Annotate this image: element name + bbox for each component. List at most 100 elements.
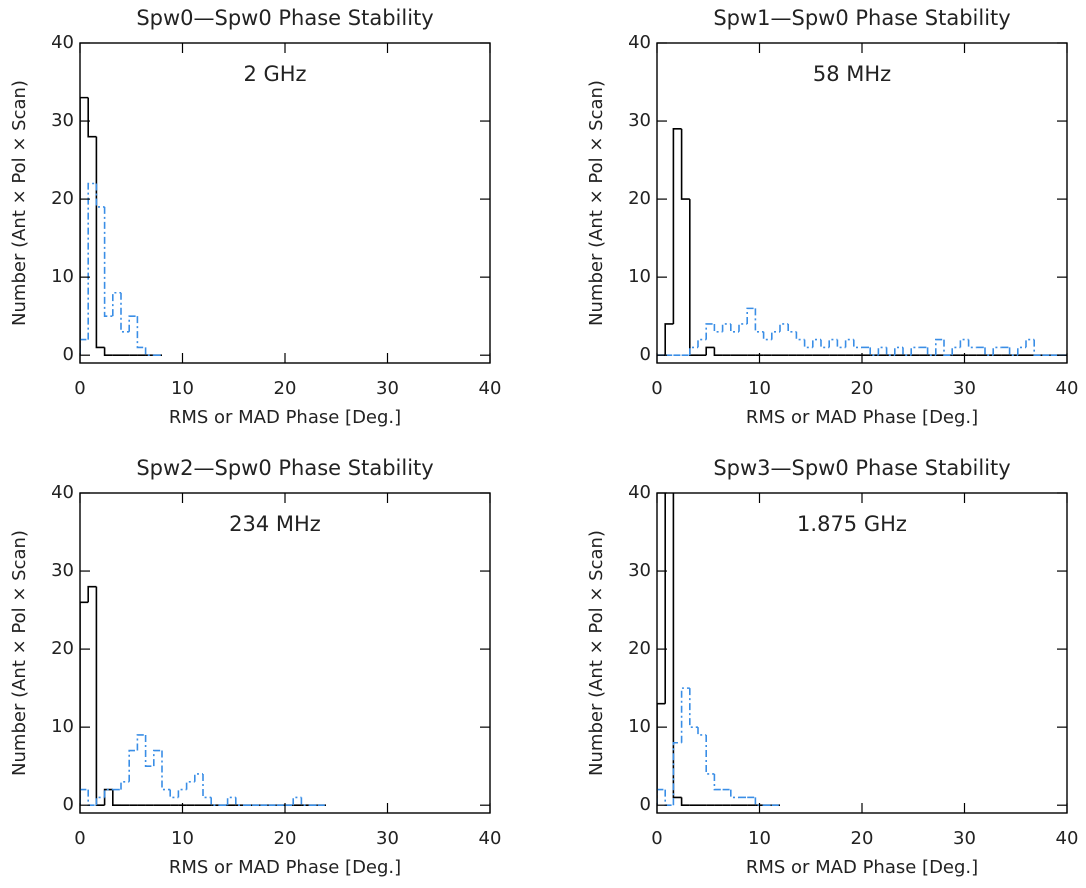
histogram-step xyxy=(103,206,113,317)
histogram-step xyxy=(95,586,105,806)
x-tick-label: 20 xyxy=(274,828,297,849)
x-tick-label: 40 xyxy=(1056,378,1079,399)
histogram-step xyxy=(746,307,756,324)
histogram-step xyxy=(112,789,121,806)
histogram-step xyxy=(153,749,162,767)
chart-title: Spw1—Spw0 Phase Stability xyxy=(713,6,1010,30)
histogram-step xyxy=(689,688,698,728)
x-tick-label: 0 xyxy=(74,828,85,849)
y-tick-label: 30 xyxy=(628,110,651,131)
x-tick-label: 20 xyxy=(274,378,297,399)
histogram-step xyxy=(795,331,805,341)
histogram-step xyxy=(935,338,944,356)
x-tick-label: 10 xyxy=(748,378,771,399)
histogram-step xyxy=(1008,347,1018,356)
chart-title: Spw2—Spw0 Phase Stability xyxy=(136,456,433,480)
histogram-step xyxy=(812,338,821,348)
y-tick-label: 30 xyxy=(51,110,74,131)
histogram-step xyxy=(754,797,764,806)
histogram-step xyxy=(828,338,838,348)
histogram-step xyxy=(120,292,130,333)
y-tick-label: 40 xyxy=(51,482,74,503)
histogram-step xyxy=(169,789,179,799)
histogram-step xyxy=(87,585,97,603)
histogram-step xyxy=(771,330,780,340)
annotation: 1.875 GHz xyxy=(797,512,907,536)
x-axis-label: RMS or MAD Phase [Deg.] xyxy=(746,407,978,428)
y-tick-label: 40 xyxy=(51,32,74,53)
x-tick-label: 0 xyxy=(651,828,662,849)
histogram-step xyxy=(902,347,912,356)
histogram-step xyxy=(103,788,113,798)
y-tick-label: 10 xyxy=(51,266,74,287)
histogram-step xyxy=(144,347,154,356)
plot-frame xyxy=(656,492,1068,814)
plot-area xyxy=(80,96,162,356)
x-tick-label: 30 xyxy=(953,378,976,399)
histogram-step xyxy=(820,339,830,349)
histogram-step xyxy=(185,780,195,790)
histogram-step xyxy=(1017,346,1026,356)
x-tick-label: 20 xyxy=(851,378,874,399)
histogram-step xyxy=(87,789,97,806)
y-tick-label: 20 xyxy=(51,188,74,209)
histogram-step xyxy=(869,347,879,356)
histogram-step xyxy=(657,702,666,806)
histogram-step xyxy=(705,323,715,340)
y-tick-label: 30 xyxy=(51,560,74,581)
histogram-step xyxy=(754,308,764,333)
chart-title: Spw0—Spw0 Phase Stability xyxy=(136,6,433,30)
histogram-step xyxy=(877,346,887,356)
subplot: Spw0—Spw0 Phase Stability 2 GHz RMS or MAD… xyxy=(9,6,501,428)
histogram-step xyxy=(292,796,302,806)
y-tick-label: 0 xyxy=(63,344,74,365)
annotation: 58 MHz xyxy=(813,62,891,86)
histogram-step xyxy=(103,347,113,356)
histogram-step xyxy=(885,347,895,356)
histogram-step xyxy=(689,199,698,356)
histogram-step xyxy=(853,339,862,349)
x-tick-label: 10 xyxy=(171,378,194,399)
subplot: Spw2—Spw0 Phase Stability 234 MHz RMS or M… xyxy=(9,456,501,878)
histogram-step xyxy=(779,323,789,332)
x-tick-label: 30 xyxy=(376,378,399,399)
x-tick-label: 30 xyxy=(953,828,976,849)
x-tick-label: 0 xyxy=(74,378,85,399)
histogram-step xyxy=(713,773,723,791)
histogram-step xyxy=(894,346,903,356)
histogram-step xyxy=(959,338,969,348)
x-tick-label: 10 xyxy=(171,828,194,849)
histogram-step xyxy=(697,338,707,348)
histogram-step xyxy=(672,741,682,806)
plot-frame xyxy=(79,42,491,364)
histogram-step xyxy=(1033,339,1043,356)
histogram-step xyxy=(672,493,682,799)
y-tick-label: 20 xyxy=(628,638,651,659)
histogram-step xyxy=(705,734,715,775)
histogram-step xyxy=(738,323,748,332)
x-tick-label: 30 xyxy=(376,828,399,849)
histogram-step xyxy=(136,316,146,349)
x-tick-label: 40 xyxy=(1056,828,1079,849)
y-axis-label: Number (Ant × Pol × Scan) xyxy=(9,80,30,326)
histogram-step xyxy=(943,339,953,356)
subplot: Spw3—Spw0 Phase Stability 1.875 GHz RMS or… xyxy=(586,456,1078,878)
histogram-step xyxy=(967,339,977,349)
histogram-step xyxy=(713,323,723,333)
plot-frame xyxy=(79,492,491,814)
x-tick-label: 40 xyxy=(479,828,502,849)
histogram-step xyxy=(95,183,105,208)
plot-area xyxy=(657,128,1067,356)
x-axis-label: RMS or MAD Phase [Deg.] xyxy=(746,857,978,878)
histogram-step xyxy=(689,346,698,356)
y-tick-label: 10 xyxy=(628,266,651,287)
y-tick-label: 20 xyxy=(51,638,74,659)
histogram-step xyxy=(680,687,690,743)
histogram-step xyxy=(128,749,138,782)
histogram-step xyxy=(730,789,739,799)
histogram-step xyxy=(128,315,138,332)
y-tick-label: 20 xyxy=(628,188,651,209)
y-tick-label: 0 xyxy=(640,344,651,365)
histogram-step xyxy=(680,797,690,806)
